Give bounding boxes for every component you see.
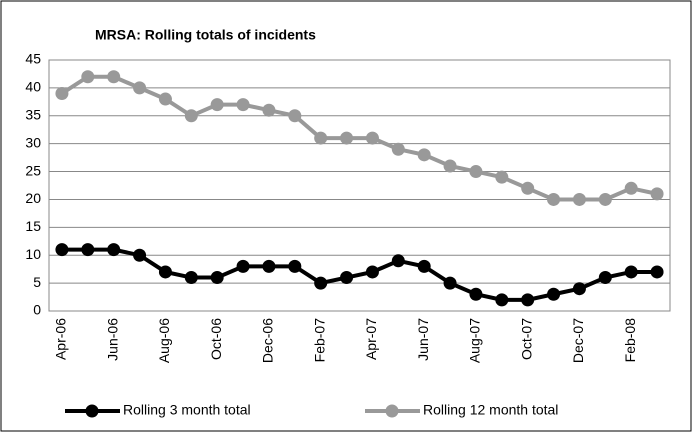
y-tick-label: 45	[25, 51, 41, 67]
x-tick-label: Apr-07	[363, 318, 379, 360]
x-tick-label: Feb-08	[622, 318, 638, 363]
data-point	[417, 259, 431, 273]
data-point	[340, 131, 354, 145]
data-point	[158, 92, 172, 106]
data-point	[81, 243, 95, 257]
data-point	[547, 192, 561, 206]
x-tick-label: Aug-07	[467, 318, 483, 363]
data-point	[340, 271, 354, 285]
x-tick-label: Dec-06	[260, 318, 276, 363]
data-point	[184, 271, 198, 285]
data-point	[288, 109, 302, 123]
chart-title: MRSA: Rolling totals of incidents	[95, 27, 316, 43]
data-point	[495, 170, 509, 184]
data-point	[598, 192, 612, 206]
data-point	[495, 293, 509, 307]
data-point	[365, 131, 379, 145]
x-tick-label: Jun-07	[415, 318, 431, 361]
data-point	[133, 248, 147, 262]
data-point	[55, 86, 69, 100]
data-point	[210, 98, 224, 112]
data-point	[210, 271, 224, 285]
y-tick-label: 15	[25, 218, 41, 234]
y-tick-label: 40	[25, 79, 41, 95]
data-point	[236, 259, 250, 273]
data-point	[598, 271, 612, 285]
legend-label: Rolling 3 month total	[123, 402, 251, 418]
data-point	[107, 243, 121, 257]
x-tick-label: Apr-06	[53, 318, 69, 360]
data-point	[547, 287, 561, 301]
data-point	[650, 187, 664, 201]
data-point	[236, 98, 250, 112]
data-point	[572, 282, 586, 296]
x-tick-label: Dec-07	[570, 318, 586, 363]
y-tick-label: 20	[25, 190, 41, 206]
data-point	[158, 265, 172, 279]
data-point	[521, 293, 535, 307]
data-point	[417, 148, 431, 162]
data-point	[55, 243, 69, 257]
x-tick-label: Jun-06	[104, 318, 120, 361]
data-point	[650, 265, 664, 279]
legend-marker	[385, 404, 399, 418]
y-tick-label: 35	[25, 106, 41, 122]
y-tick-label: 5	[33, 274, 41, 290]
data-point	[443, 159, 457, 173]
data-point	[469, 287, 483, 301]
data-point	[262, 103, 276, 117]
legend-label: Rolling 12 month total	[423, 402, 558, 418]
x-tick-label: Aug-06	[156, 318, 172, 363]
y-tick-label: 10	[25, 246, 41, 262]
x-tick-label: Feb-07	[311, 318, 327, 363]
data-point	[133, 81, 147, 95]
data-point	[288, 259, 302, 273]
data-point	[521, 181, 535, 195]
data-point	[365, 265, 379, 279]
data-point	[469, 165, 483, 179]
data-point	[314, 276, 328, 290]
legend-marker	[85, 404, 99, 418]
data-point	[624, 181, 638, 195]
data-point	[443, 276, 457, 290]
x-tick-label: Oct-07	[518, 318, 534, 360]
y-tick-label: 25	[25, 162, 41, 178]
data-point	[572, 192, 586, 206]
data-point	[391, 142, 405, 156]
x-tick-label: Oct-06	[208, 318, 224, 360]
data-point	[391, 254, 405, 268]
y-tick-label: 0	[33, 302, 41, 318]
data-point	[314, 131, 328, 145]
data-point	[262, 259, 276, 273]
data-point	[624, 265, 638, 279]
data-point	[81, 70, 95, 84]
data-point	[184, 109, 198, 123]
data-point	[107, 70, 121, 84]
y-tick-label: 30	[25, 134, 41, 150]
